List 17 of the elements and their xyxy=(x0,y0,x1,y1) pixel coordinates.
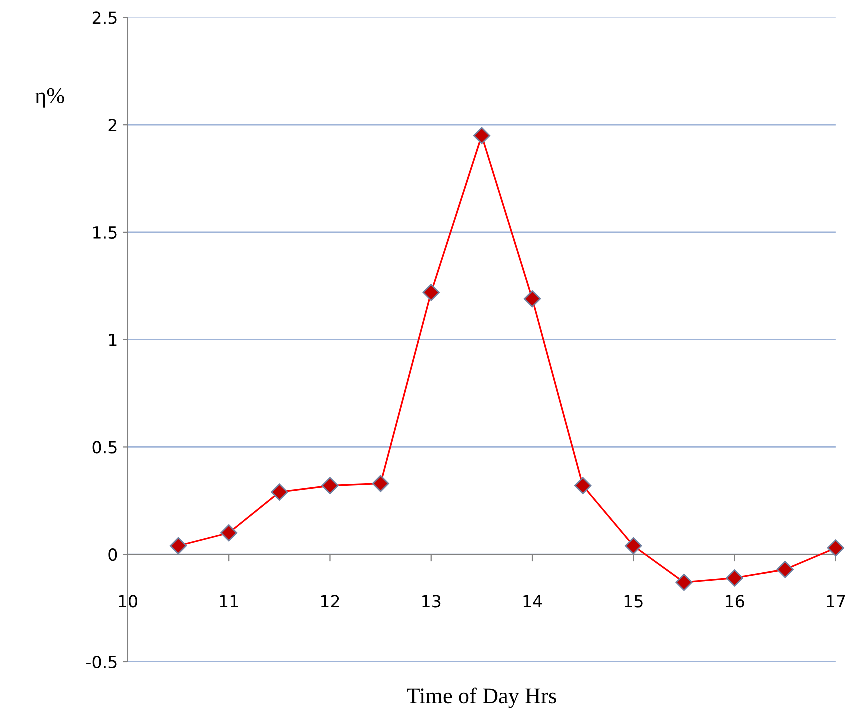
y-tick-label: 0.5 xyxy=(92,441,117,454)
x-tick-label: 11 xyxy=(220,595,238,608)
y-tick-label: 2 xyxy=(108,119,117,132)
x-axis-title: Time of Day Hrs xyxy=(407,688,556,708)
x-tick-label: 14 xyxy=(524,595,542,608)
y-tick-label: 1.5 xyxy=(94,226,117,240)
x-tick-label: 15 xyxy=(624,595,643,608)
y-axis-title: η% xyxy=(35,88,64,108)
x-tick-label: 10 xyxy=(119,595,138,608)
x-tick-label: 17 xyxy=(827,595,846,608)
x-tick-label: 16 xyxy=(726,595,744,608)
y-tick-label: 1 xyxy=(109,334,117,346)
x-tick-label: 13 xyxy=(422,595,441,608)
y-tick-label: 0 xyxy=(108,548,118,562)
y-tick-label: -0.5 xyxy=(86,656,117,669)
y-tick-label: 2.5 xyxy=(92,12,117,24)
x-tick-label: 12 xyxy=(321,595,340,608)
